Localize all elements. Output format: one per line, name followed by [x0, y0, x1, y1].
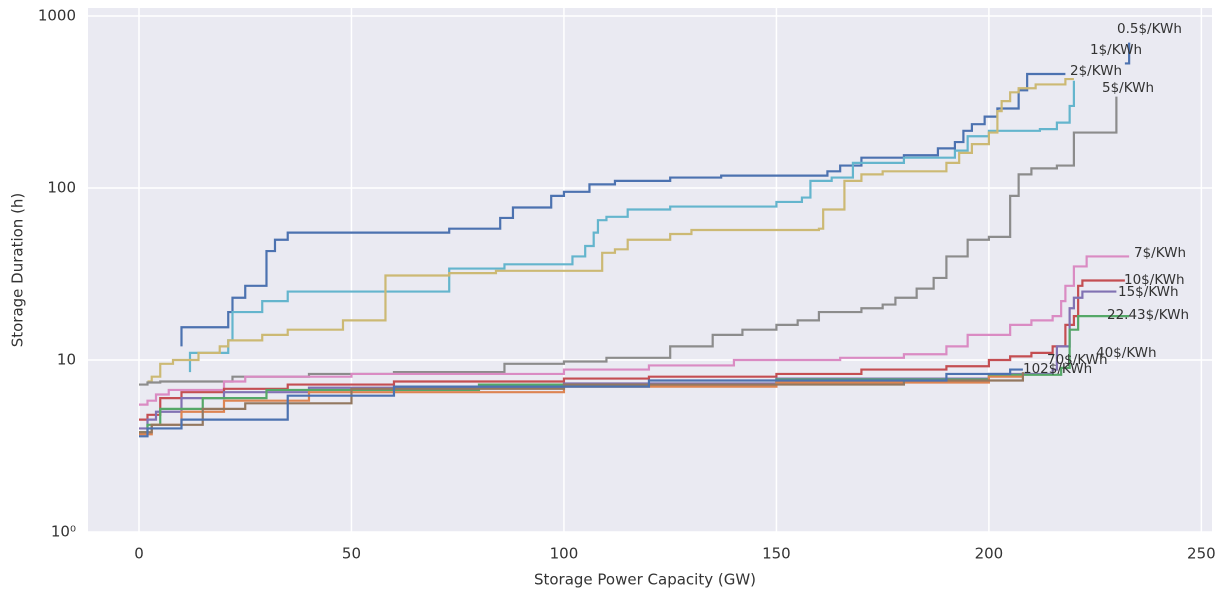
plot-area [88, 8, 1212, 532]
y-tick-label: 10⁰ [51, 523, 76, 541]
x-tick-label: 100 [550, 545, 579, 563]
series-label: 1$/KWh [1090, 42, 1142, 58]
series-label: 102$/KWh [1023, 361, 1092, 377]
series-label: 2$/KWh [1070, 63, 1122, 79]
x-tick-label: 250 [1187, 545, 1216, 563]
series-label: 10$/KWh [1124, 272, 1185, 288]
series-label: 70$/KWh [1047, 352, 1108, 368]
y-tick-label: 100 [47, 179, 76, 197]
x-tick-label: 200 [975, 545, 1004, 563]
x-tick-label: 50 [342, 545, 361, 563]
series-line [147, 77, 1074, 383]
series-line [138, 255, 1130, 406]
y-tick-label: 1000 [38, 7, 76, 25]
series-label: 7$/KWh [1134, 245, 1186, 261]
x-tick-label: 150 [762, 545, 791, 563]
y-tick-label: 10 [57, 351, 76, 369]
series-label: 15$/KWh [1118, 284, 1179, 300]
series-label: 0.5$/KWh [1117, 21, 1182, 37]
series-label: 5$/KWh [1102, 80, 1154, 96]
series-label: 22.43$/KWh [1107, 307, 1189, 323]
series-line [138, 372, 1024, 434]
series-label: 40$/KWh [1096, 345, 1157, 361]
x-axis-label: Storage Power Capacity (GW) [534, 571, 756, 589]
series-line [180, 42, 1131, 347]
series-line [188, 80, 1075, 373]
x-tick-label: 0 [134, 545, 144, 563]
y-axis-label: Storage Duration (h) [9, 193, 27, 348]
series-line [138, 368, 1023, 438]
